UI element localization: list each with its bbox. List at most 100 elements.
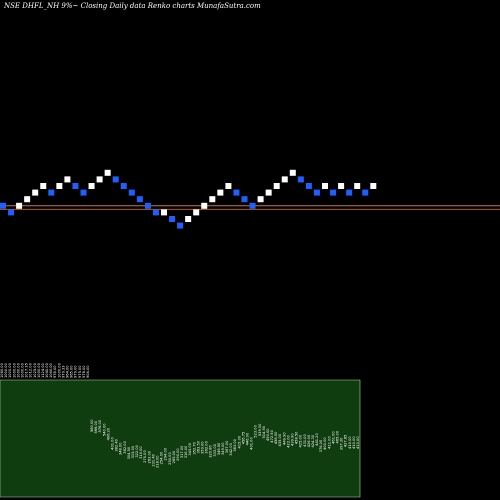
renko-brick (233, 189, 240, 196)
volume-label: 410.00 (356, 436, 360, 449)
volume-label: 348.00 (119, 442, 123, 455)
renko-brick (241, 196, 248, 203)
renko-brick (313, 189, 320, 196)
volume-label: 320.80 (209, 445, 213, 458)
renko-brick (209, 196, 216, 203)
renko-brick (112, 176, 119, 183)
volume-label: 979.33 (61, 365, 65, 378)
renko-brick (120, 183, 127, 189)
volume-panel (0, 379, 361, 498)
volume-label: 1000.00 (21, 362, 25, 378)
volume-label: 401.00 (250, 437, 254, 450)
volume-label: 539.00 (258, 423, 262, 436)
volume-label: 1012.00 (29, 362, 33, 378)
renko-brick (169, 216, 176, 222)
volume-label: 294.00 (164, 447, 168, 460)
renko-brick (305, 183, 312, 189)
volume-label: 496.20 (106, 427, 110, 440)
volume-label: 359.00 (201, 441, 205, 454)
volume-label: 1060.00 (0, 362, 4, 378)
volume-label: 1000.00 (37, 362, 41, 378)
renko-brick (330, 189, 337, 196)
volume-label: 1040.00 (45, 362, 49, 378)
volume-area (0, 379, 361, 498)
volume-label: 400.00 (323, 437, 327, 450)
renko-brick (201, 202, 208, 209)
volume-label: 317.00 (180, 445, 184, 458)
renko-brick (217, 189, 224, 196)
volume-label: 514.90 (262, 425, 266, 438)
renko-brick (136, 196, 143, 203)
volume-label: 580.00 (90, 419, 94, 432)
volume-label: 566.00 (94, 420, 98, 433)
volume-label: 435.00 (278, 433, 282, 446)
volume-label: 343.00 (188, 442, 192, 455)
volume-label: 458.50 (295, 431, 299, 444)
volume-label: 397.30 (340, 437, 344, 450)
renko-brick (225, 183, 232, 189)
volume-label: 1000.00 (57, 362, 61, 378)
renko-brick (32, 189, 39, 196)
volume-label: 367.00 (225, 440, 229, 453)
renko-brick (40, 183, 47, 189)
renko-brick (338, 183, 345, 189)
renko-brick (0, 202, 6, 209)
renko-brick (370, 183, 377, 189)
volume-label: 461.00 (331, 431, 335, 444)
volume-label: 352.70 (192, 441, 196, 454)
volume-label: 1000.00 (16, 362, 20, 378)
volume-label: 449.90 (282, 432, 286, 445)
renko-brick (152, 209, 159, 216)
volume-label: 362.00 (123, 440, 127, 453)
volume-label: 1124.00 (41, 362, 45, 378)
volume-label: 1040.00 (49, 362, 53, 378)
volume-label: 458.00 (274, 431, 278, 444)
volume-label: 490.00 (266, 428, 270, 441)
renko-brick (56, 183, 63, 189)
renko-brick (88, 183, 95, 189)
volume-label: 576.00 (98, 419, 102, 432)
renko-brick (346, 189, 353, 196)
volume-label: 363.50 (196, 440, 200, 453)
volume-label: 964.00 (66, 365, 70, 378)
volume-label: 263.00 (147, 450, 151, 463)
volume-label: 315.00 (131, 445, 135, 458)
renko-brick (297, 176, 304, 183)
volume-label: 316.00 (184, 445, 188, 458)
volume-label: 978.00 (53, 365, 57, 378)
volume-label: 431.00 (303, 434, 307, 447)
volume-label: 349.00 (221, 442, 225, 455)
volume-label: 304.50 (127, 446, 131, 459)
volume-label: 231.40 (151, 453, 155, 466)
volume-label: 265.00 (172, 450, 176, 463)
volume-label: 978.00 (82, 365, 86, 378)
renko-brick (249, 202, 256, 209)
renko-brick (48, 189, 55, 196)
renko-brick (24, 196, 31, 203)
volume-label: 975.00 (78, 365, 82, 378)
renko-brick (64, 176, 71, 183)
volume-label: 290.00 (176, 448, 180, 461)
volume-label: 1000.00 (8, 362, 12, 378)
volume-label: 415.00 (237, 435, 241, 448)
renko-brick (80, 189, 87, 196)
volume-label: 422.00 (286, 434, 290, 447)
volume-label: 439.90 (291, 433, 295, 446)
volume-label: 250.00 (168, 452, 172, 465)
renko-brick (185, 216, 192, 222)
renko-brick (104, 169, 111, 176)
renko-brick (144, 202, 151, 209)
renko-brick (354, 183, 361, 189)
volume-label: 446.00 (246, 432, 250, 445)
volume-label: 376.00 (319, 439, 323, 452)
volume-label: 401.00 (111, 437, 115, 450)
renko-brick (273, 183, 280, 189)
volume-label: 1017.35 (25, 363, 29, 378)
volume-label: 362.00 (205, 440, 209, 453)
renko-brick (161, 209, 167, 216)
volume-label: 1025.00 (33, 362, 37, 378)
volume-labels: 1060.00 1000.00 1000.00 1000.00 1000.00 1000.… (0, 362, 360, 468)
volume-label: 411.00 (327, 436, 331, 449)
renko-brick (322, 183, 328, 189)
